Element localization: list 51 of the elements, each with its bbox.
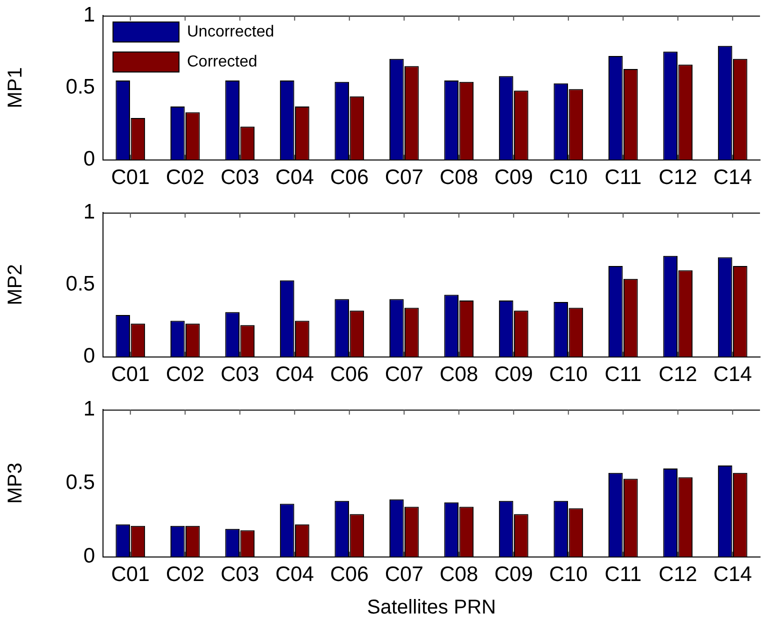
x-tick-label: C11: [604, 166, 642, 190]
x-tick-label: C09: [494, 363, 533, 386]
x-tick-label: C03: [220, 363, 260, 386]
x-tick-label: C10: [549, 166, 588, 190]
legend-label: Corrected: [187, 53, 258, 70]
x-tick-label: C07: [384, 363, 424, 386]
x-tick-label: C02: [166, 363, 204, 386]
x-tick-label: C14: [713, 563, 752, 586]
x-tick-label: C02: [166, 166, 204, 190]
x-tick-label: C03: [220, 563, 260, 586]
x-tick-label: C08: [440, 363, 478, 386]
x-tick-label: C14: [713, 166, 752, 190]
y-tick-label: 0: [83, 544, 95, 568]
x-tick-label: C03: [220, 166, 260, 190]
x-tick-label: C04: [275, 563, 314, 586]
y-tick-label: 1: [83, 3, 95, 26]
x-tick-label: C10: [549, 363, 588, 386]
y-tick-label: 1: [83, 397, 95, 420]
y-axis-title: MP1: [4, 67, 27, 108]
x-tick-label: C07: [384, 563, 424, 586]
x-tick-label: C12: [658, 363, 698, 386]
y-tick-label: 1: [83, 200, 95, 224]
x-tick-label: C07: [384, 166, 424, 190]
x-tick-label: C02: [166, 563, 204, 586]
x-tick-label: C10: [549, 563, 588, 586]
y-axis-title: MP3: [4, 462, 27, 504]
x-tick-label: C12: [658, 563, 698, 586]
x-tick-label: C11: [604, 363, 642, 386]
y-axis-title: MP2: [4, 264, 27, 306]
y-tick-label: 0: [83, 344, 95, 368]
x-tick-label: C04: [275, 166, 314, 190]
x-axis-title: Satellites PRN: [367, 596, 496, 619]
x-tick-label: C06: [330, 563, 369, 586]
x-tick-label: C06: [330, 363, 369, 386]
x-tick-label: C08: [440, 563, 478, 586]
y-tick-label: 0: [83, 148, 95, 171]
y-tick-label: 0.5: [66, 272, 95, 296]
y-tick-label: 0.5: [66, 75, 95, 98]
x-tick-label: C04: [275, 363, 314, 386]
x-tick-label: C12: [658, 166, 698, 190]
x-tick-label: C01: [111, 363, 150, 386]
x-tick-label: C11: [604, 563, 642, 586]
x-tick-label: C09: [494, 563, 533, 586]
legend-label: Uncorrected: [187, 23, 274, 40]
x-tick-label: C01: [111, 563, 150, 586]
y-tick-label: 0.5: [66, 470, 95, 494]
x-tick-label: C08: [440, 166, 478, 190]
x-tick-label: C09: [494, 166, 533, 190]
x-tick-label: C06: [330, 166, 369, 190]
x-tick-label: C14: [713, 363, 752, 386]
x-tick-label: C01: [111, 166, 150, 190]
